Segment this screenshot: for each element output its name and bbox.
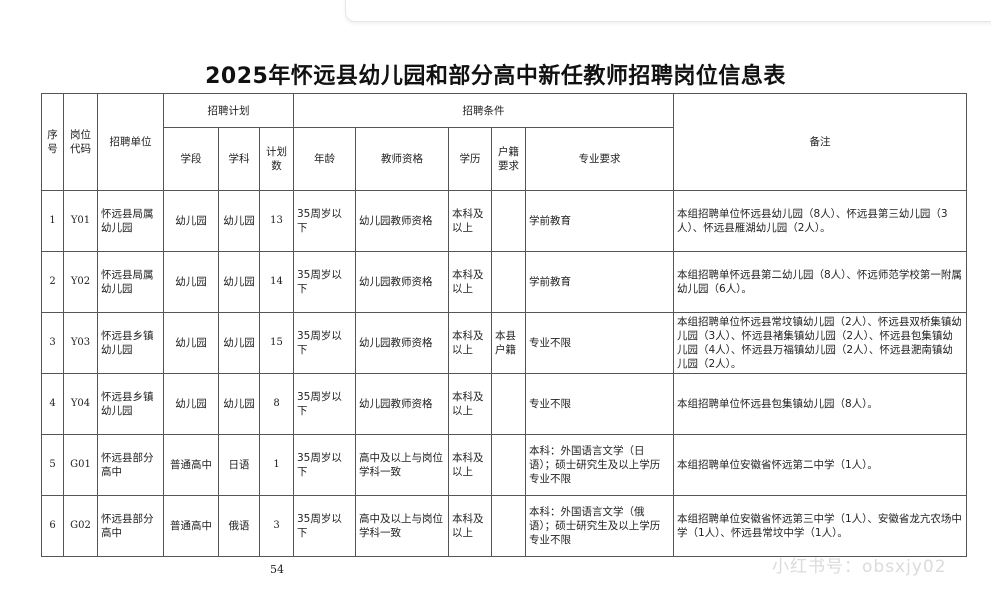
cell-major: 学前教育 [525,190,674,252]
page-title: 2025年怀远县幼儿园和部分高中新任教师招聘岗位信息表 [205,64,786,89]
cell-age: 35周岁以下 [293,434,356,496]
cell-count: 1 [259,434,294,496]
table-row: 3 Y03 怀远县乡镇幼儿园 幼儿园 幼儿园 15 35周岁以下 幼儿园教师资格 本科及以上 本县… [41,312,967,374]
cell-seq: 1 [41,190,64,252]
header-qualification: 教师资格 [355,127,449,191]
cell-subject: 幼儿园 [218,373,260,435]
cell-hukou: 本县户籍 [491,312,526,374]
header-hukou: 户籍要求 [491,127,526,191]
top-card [345,0,991,22]
cell-education: 本科及以上 [448,251,492,313]
cell-count: 3 [259,495,294,557]
cell-code: Y03 [63,312,98,374]
cell-qualification: 幼儿园教师资格 [355,312,449,374]
cell-major: 学前教育 [525,251,674,313]
header-level: 学段 [163,127,219,191]
cell-age: 35周岁以下 [293,495,356,557]
cell-subject: 俄语 [218,495,260,557]
cell-hukou [491,373,526,435]
header-remarks: 备注 [673,93,967,191]
cell-education: 本科及以上 [448,373,492,435]
cell-level: 幼儿园 [163,312,219,374]
cell-major: 本科：外国语言文学（俄语）；硕士研究生及以上学历专业不限 [525,495,674,557]
cell-level: 普通高中 [163,495,219,557]
cell-education: 本科及以上 [448,190,492,252]
cell-subject: 幼儿园 [218,190,260,252]
cell-unit: 怀远县局属幼儿园 [97,190,164,252]
table-row: 5 G01 怀远县部分高中 普通高中 日语 1 35周岁以下 高中及以上与岗位学科一致 本科及以… [41,434,967,496]
cell-qualification: 高中及以上与岗位学科一致 [355,495,449,557]
cell-remarks: 本组招聘单位怀远县常坟镇幼儿园（2人）、怀远县双桥集镇幼儿园（3人）、怀远县褚集… [673,312,967,374]
recruitment-table: 序号 岗位代码 招聘单位 招聘计划 招聘条件 备注 学段 学科 计划数 年龄 教… [41,93,967,557]
header-unit: 招聘单位 [97,93,164,191]
cell-qualification: 幼儿园教师资格 [355,190,449,252]
cell-hukou [491,495,526,557]
cell-seq: 2 [41,251,64,313]
cell-unit: 怀远县部分高中 [97,495,164,557]
cell-seq: 5 [41,434,64,496]
cell-qualification: 高中及以上与岗位学科一致 [355,434,449,496]
header-age: 年龄 [293,127,356,191]
cell-count: 8 [259,373,294,435]
cell-hukou [491,434,526,496]
cell-code: G02 [63,495,98,557]
cell-age: 35周岁以下 [293,312,356,374]
cell-hukou [491,190,526,252]
cell-major: 本科：外国语言文学（日语）；硕士研究生及以上学历专业不限 [525,434,674,496]
table-row: 6 G02 怀远县部分高中 普通高中 俄语 3 35周岁以下 高中及以上与岗位学科一致 本科及以… [41,495,967,557]
cell-major: 专业不限 [525,373,674,435]
cell-qualification: 幼儿园教师资格 [355,251,449,313]
cell-remarks: 本组招聘单位怀远县包集镇幼儿园（8人）。 [673,373,967,435]
page-number: 54 [270,563,284,576]
cell-level: 幼儿园 [163,190,219,252]
cell-seq: 3 [41,312,64,374]
cell-subject: 日语 [218,434,260,496]
header-plan-group: 招聘计划 [163,93,294,128]
cell-code: Y01 [63,190,98,252]
cell-education: 本科及以上 [448,495,492,557]
cell-code: G01 [63,434,98,496]
header-count: 计划数 [259,127,294,191]
cell-level: 普通高中 [163,434,219,496]
cell-count: 13 [259,190,294,252]
cell-seq: 4 [41,373,64,435]
cell-remarks: 本组招聘单位怀远县幼儿园（8人）、怀远县第三幼儿园（3人）、怀远县雁湖幼儿园（2… [673,190,967,252]
cell-count: 15 [259,312,294,374]
cell-code: Y04 [63,373,98,435]
cell-unit: 怀远县部分高中 [97,434,164,496]
table-row: 4 Y04 怀远县乡镇幼儿园 幼儿园 幼儿园 8 35周岁以下 幼儿园教师资格 本科及以上 专业不… [41,373,967,435]
table-row: 1 Y01 怀远县局属幼儿园 幼儿园 幼儿园 13 35周岁以下 幼儿园教师资格 本科及以上 学前… [41,190,967,252]
cell-remarks: 本组招聘单位安徽省怀远第三中学（1人）、安徽省龙亢农场中学（1人）、怀远县常坟中… [673,495,967,557]
header-cond-group: 招聘条件 [293,93,674,128]
cell-education: 本科及以上 [448,312,492,374]
table-row: 2 Y02 怀远县局属幼儿园 幼儿园 幼儿园 14 35周岁以下 幼儿园教师资格 本科及以上 学前… [41,251,967,313]
cell-level: 幼儿园 [163,373,219,435]
cell-unit: 怀远县局属幼儿园 [97,251,164,313]
header-education: 学历 [448,127,492,191]
header-subject: 学科 [218,127,260,191]
cell-subject: 幼儿园 [218,251,260,313]
header-seq: 序号 [41,93,64,191]
cell-subject: 幼儿园 [218,312,260,374]
header-code: 岗位代码 [63,93,98,191]
cell-remarks: 本组招聘单位安徽省怀远第二中学（1人）。 [673,434,967,496]
cell-unit: 怀远县乡镇幼儿园 [97,373,164,435]
cell-age: 35周岁以下 [293,251,356,313]
cell-hukou [491,251,526,313]
cell-major: 专业不限 [525,312,674,374]
cell-age: 35周岁以下 [293,373,356,435]
watermark: 小红书号：obsxjy02 [772,557,947,577]
cell-code: Y02 [63,251,98,313]
header-major: 专业要求 [525,127,674,191]
cell-education: 本科及以上 [448,434,492,496]
cell-level: 幼儿园 [163,251,219,313]
cell-seq: 6 [41,495,64,557]
cell-count: 14 [259,251,294,313]
cell-unit: 怀远县乡镇幼儿园 [97,312,164,374]
cell-remarks: 本组招聘单怀远县第二幼儿园（8人）、怀远师范学校第一附属幼儿园（6人）。 [673,251,967,313]
cell-age: 35周岁以下 [293,190,356,252]
cell-qualification: 幼儿园教师资格 [355,373,449,435]
